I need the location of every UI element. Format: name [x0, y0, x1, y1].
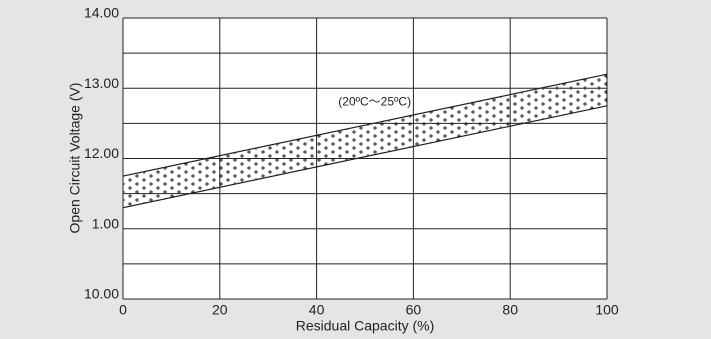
y-tick-label: 12.00 — [84, 145, 119, 161]
x-tick-label: 0 — [119, 302, 127, 318]
series-line — [122, 105, 608, 209]
x-tick-label: 80 — [502, 302, 518, 318]
x-axis-label: Residual Capacity (%) — [296, 318, 435, 334]
y-axis-label: Open Circuit Voltage (V) — [67, 83, 83, 234]
x-tick-label: 100 — [595, 302, 619, 318]
band-fill — [123, 74, 607, 208]
y-tick-label: 14.00 — [84, 5, 119, 21]
series-line — [122, 73, 608, 177]
annotation: (20ºC～25ºC) — [338, 94, 411, 108]
y-tick-label: 10.00 — [84, 286, 119, 302]
y-tick-label: 1.00 — [92, 215, 119, 231]
x-tick-label: 60 — [406, 302, 422, 318]
x-tick-label: 40 — [309, 302, 325, 318]
x-tick-label: 20 — [212, 302, 228, 318]
y-tick-label: 13.00 — [84, 75, 119, 91]
